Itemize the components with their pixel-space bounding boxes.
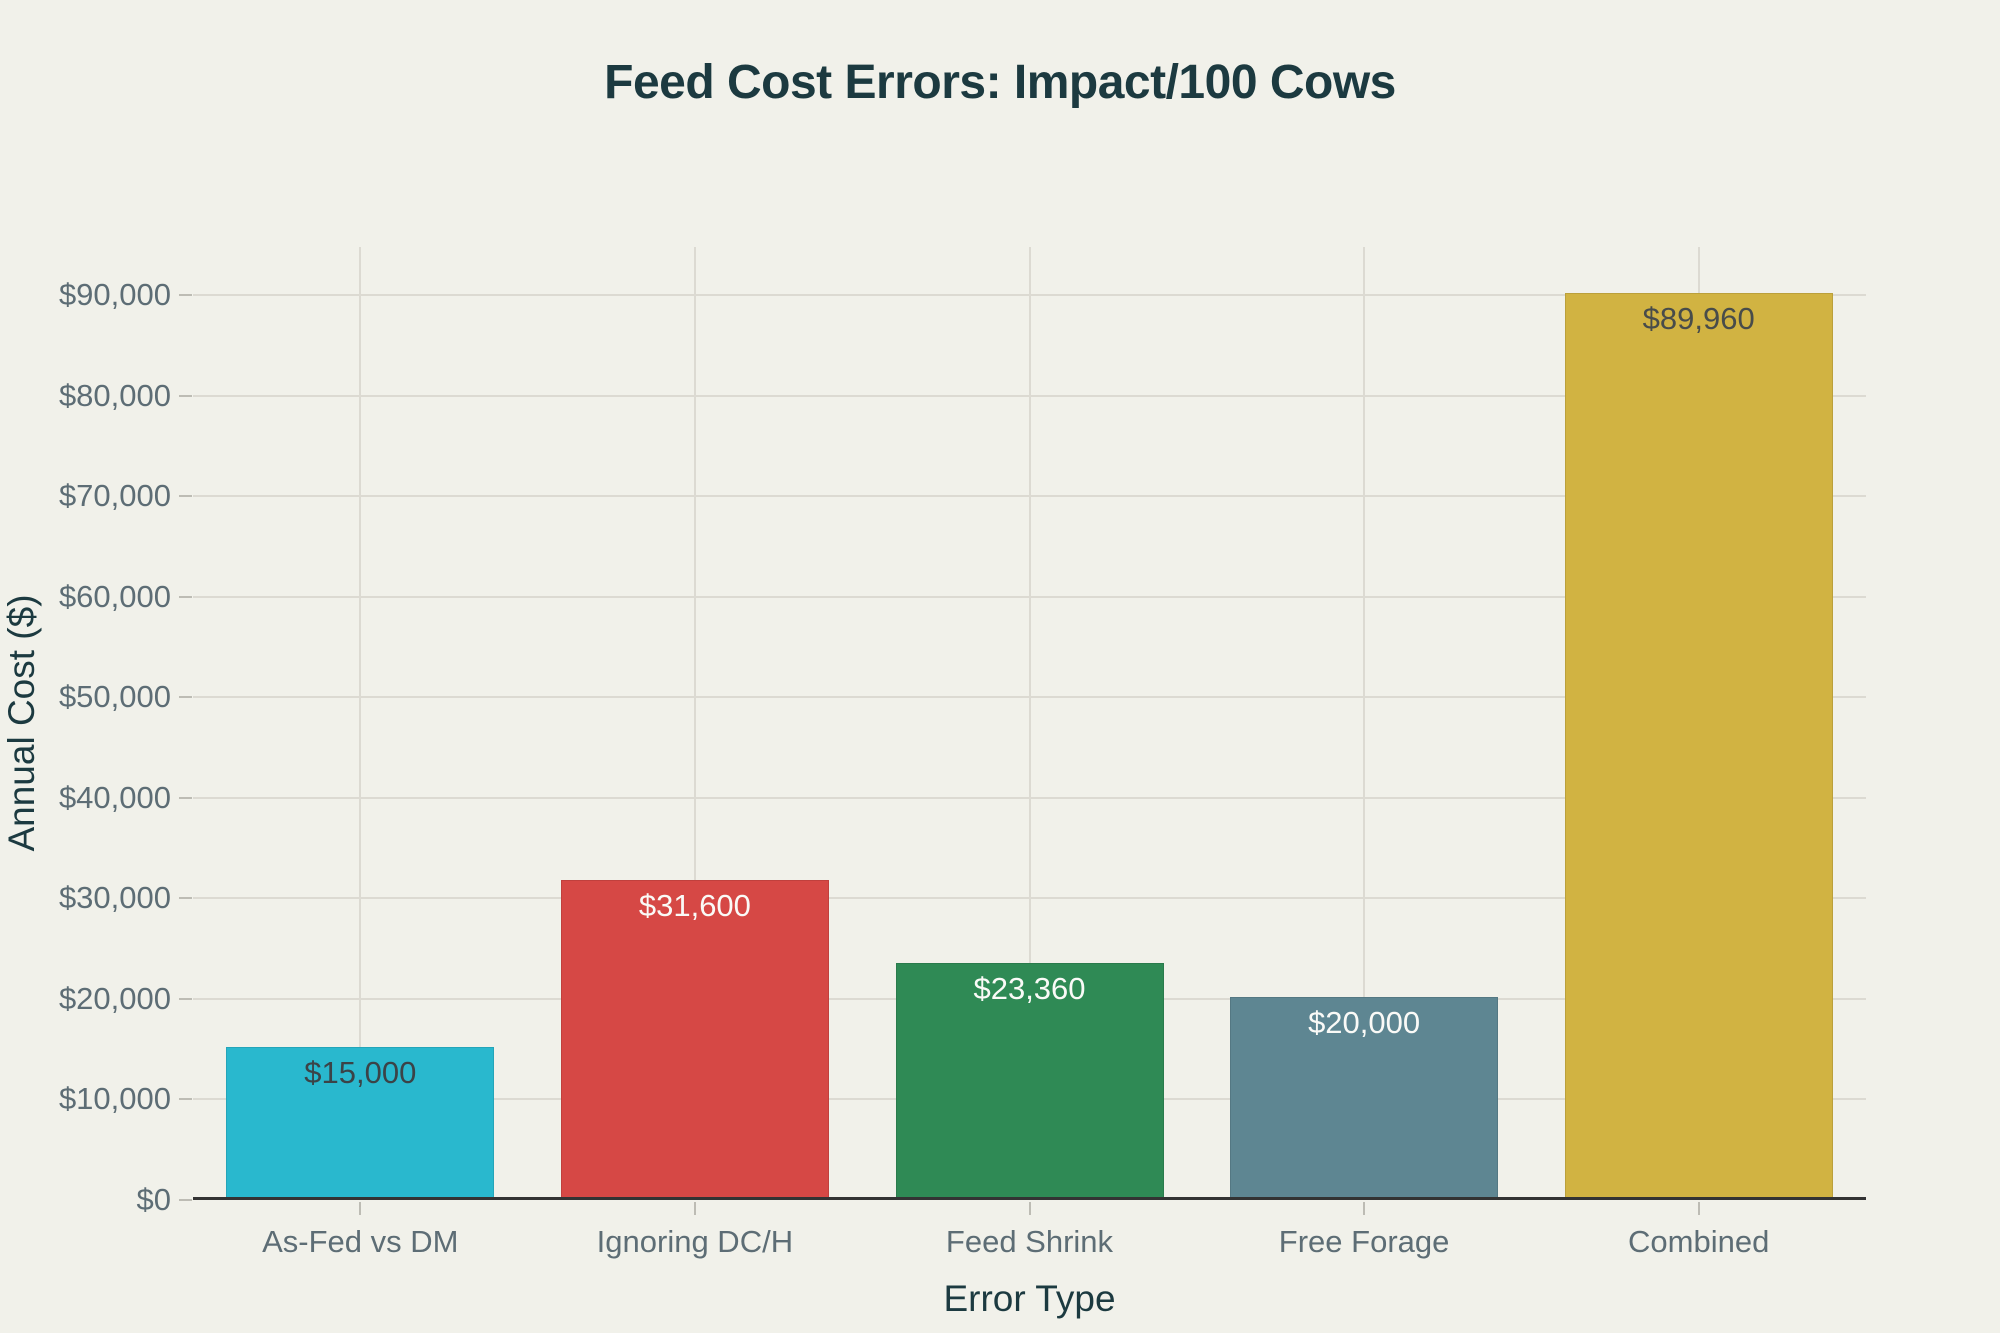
y-tick-mark <box>179 796 192 799</box>
y-tick-label: $50,000 <box>58 679 171 715</box>
chart-title: Feed Cost Errors: Impact/100 Cows <box>604 56 1396 109</box>
x-tick-label-feed-shrink: Feed Shrink <box>945 1224 1114 1259</box>
y-tick-mark <box>179 495 192 498</box>
bar-feed-shrink: $23,360 <box>895 963 1164 1198</box>
bar-value-label: $20,000 <box>1308 1005 1421 1040</box>
y-tick-mark <box>179 394 192 397</box>
y-tick-label: $0 <box>136 1182 171 1217</box>
x-tick-label-as-fed-vs-dm: As-Fed vs DM <box>262 1224 459 1259</box>
x-tick-mark <box>1697 1202 1700 1215</box>
gridline-vertical <box>1028 247 1031 1200</box>
y-tick-label: $90,000 <box>58 277 171 312</box>
gridline-vertical <box>693 247 696 1200</box>
y-tick-label: $60,000 <box>58 578 171 614</box>
y-tick-mark <box>179 696 192 699</box>
x-tick-mark <box>1028 1202 1031 1215</box>
y-tick-mark <box>179 1199 192 1201</box>
gridline-vertical <box>359 247 362 1200</box>
gridline-vertical <box>1363 247 1366 1200</box>
x-tick-mark <box>1363 1202 1366 1215</box>
bar-as-fed-vs-dm: $15,000 <box>226 1047 495 1198</box>
x-tick-mark <box>359 1202 362 1215</box>
y-tick-mark <box>179 595 192 598</box>
y-tick-mark <box>179 294 192 296</box>
bar-ignoring-dc-h: $31,600 <box>560 880 829 1198</box>
y-tick-label: $10,000 <box>58 1081 171 1117</box>
x-tick-mark <box>693 1202 696 1215</box>
bar-value-label: $15,000 <box>304 1055 417 1090</box>
bar-value-label: $23,360 <box>973 971 1086 1006</box>
plot-area: $0 $10,000 $20,000 $30,000 $40,000 $50,000 $60… <box>59 247 1866 1259</box>
y-tick-label: $20,000 <box>58 980 171 1016</box>
y-tick-mark <box>179 1098 192 1101</box>
bar-value-label: $89,960 <box>1642 301 1755 336</box>
x-tick-label-combined: Combined <box>1628 1224 1770 1259</box>
y-tick-mark <box>179 897 192 900</box>
bar-free-forage: $20,000 <box>1230 997 1499 1198</box>
bar-combined: $89,960 <box>1564 293 1833 1198</box>
y-tick-label: $70,000 <box>58 478 171 514</box>
x-tick-label-ignoring-dc-h: Ignoring DC/H <box>596 1224 794 1259</box>
y-tick-label: $40,000 <box>58 779 171 815</box>
y-tick-label: $80,000 <box>58 377 171 413</box>
bar-value-label: $31,600 <box>638 888 751 923</box>
x-tick-label-free-forage: Free Forage <box>1278 1224 1450 1259</box>
y-tick-mark <box>179 997 192 1000</box>
x-axis-title: Error Type <box>943 1278 1116 1319</box>
x-axis-line <box>193 1197 1866 1200</box>
y-tick-label: $30,000 <box>58 880 171 916</box>
